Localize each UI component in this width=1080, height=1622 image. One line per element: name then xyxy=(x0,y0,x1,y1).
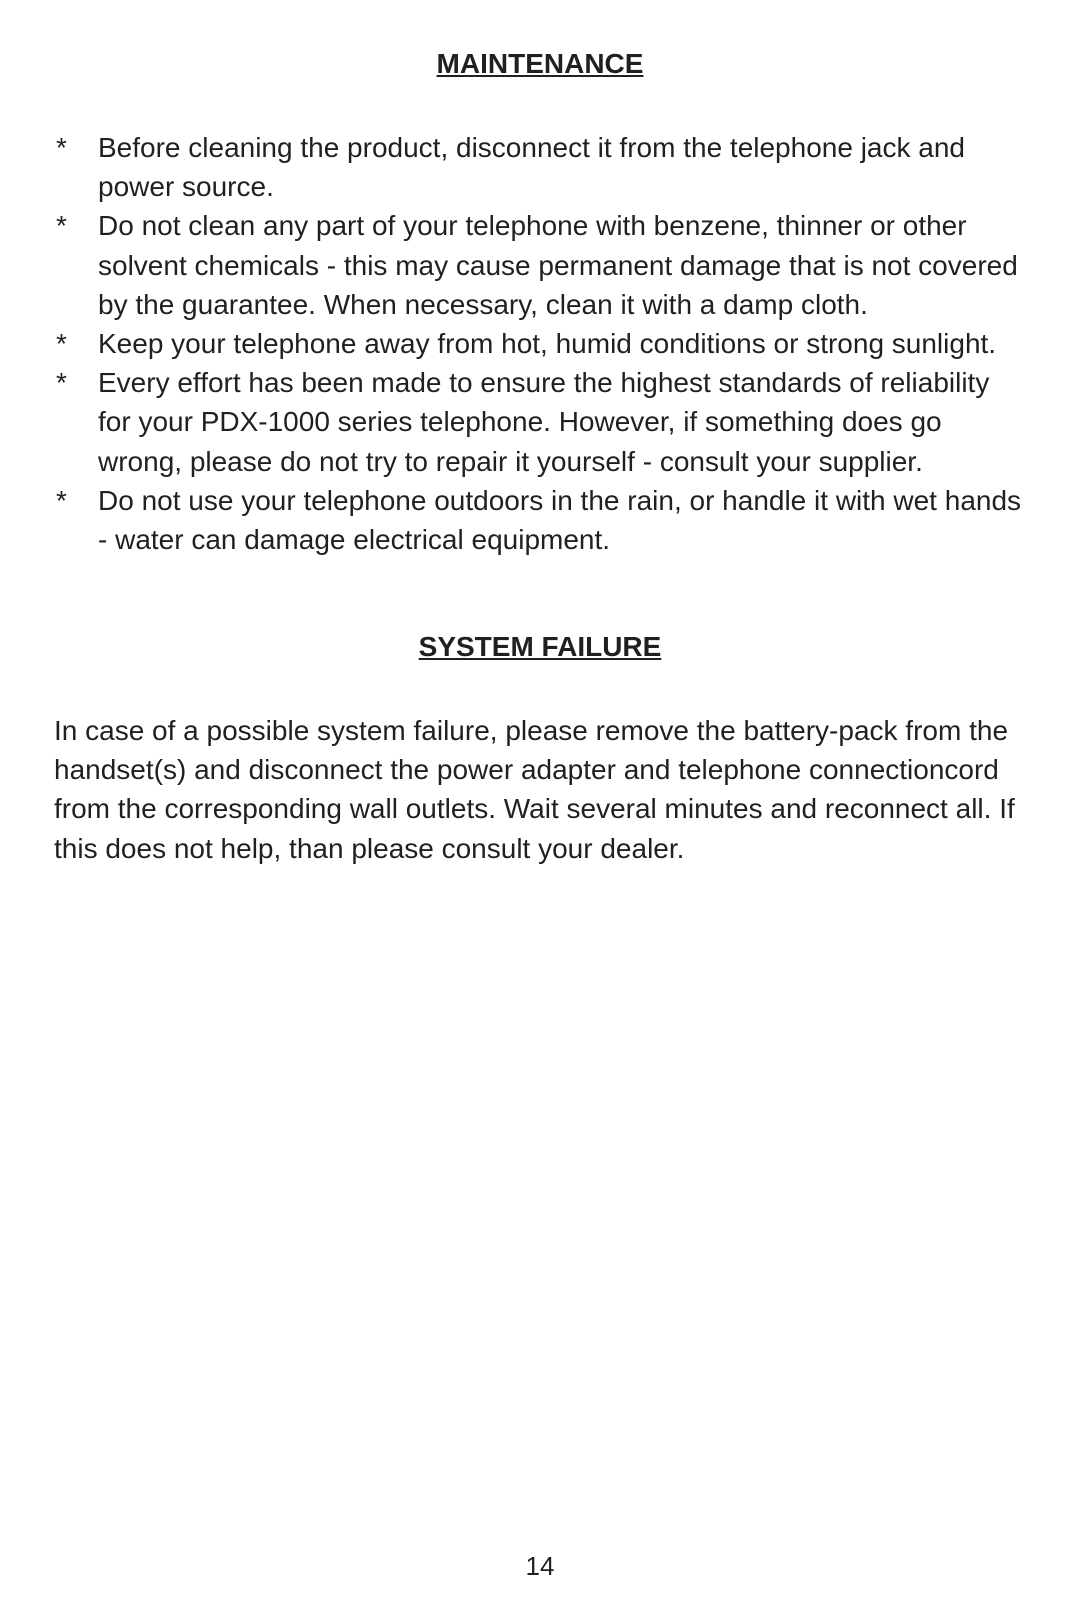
list-item: * Do not clean any part of your telephon… xyxy=(54,206,1026,324)
system-failure-heading: SYSTEM FAILURE xyxy=(54,631,1026,663)
bullet-text: Before cleaning the product, disconnect … xyxy=(98,128,1026,206)
bullet-marker: * xyxy=(54,206,98,245)
maintenance-heading: MAINTENANCE xyxy=(54,48,1026,80)
page-number: 14 xyxy=(0,1551,1080,1582)
list-item: * Every effort has been made to ensure t… xyxy=(54,363,1026,481)
bullet-text: Do not clean any part of your telephone … xyxy=(98,206,1026,324)
bullet-text: Every effort has been made to ensure the… xyxy=(98,363,1026,481)
maintenance-list: * Before cleaning the product, disconnec… xyxy=(54,128,1026,559)
bullet-marker: * xyxy=(54,324,98,363)
list-item: * Do not use your telephone outdoors in … xyxy=(54,481,1026,559)
system-failure-paragraph: In case of a possible system failure, pl… xyxy=(54,711,1026,868)
bullet-marker: * xyxy=(54,128,98,167)
bullet-marker: * xyxy=(54,481,98,520)
bullet-marker: * xyxy=(54,363,98,402)
bullet-text: Keep your telephone away from hot, humid… xyxy=(98,324,1026,363)
bullet-text: Do not use your telephone outdoors in th… xyxy=(98,481,1026,559)
list-item: * Before cleaning the product, disconnec… xyxy=(54,128,1026,206)
list-item: * Keep your telephone away from hot, hum… xyxy=(54,324,1026,363)
